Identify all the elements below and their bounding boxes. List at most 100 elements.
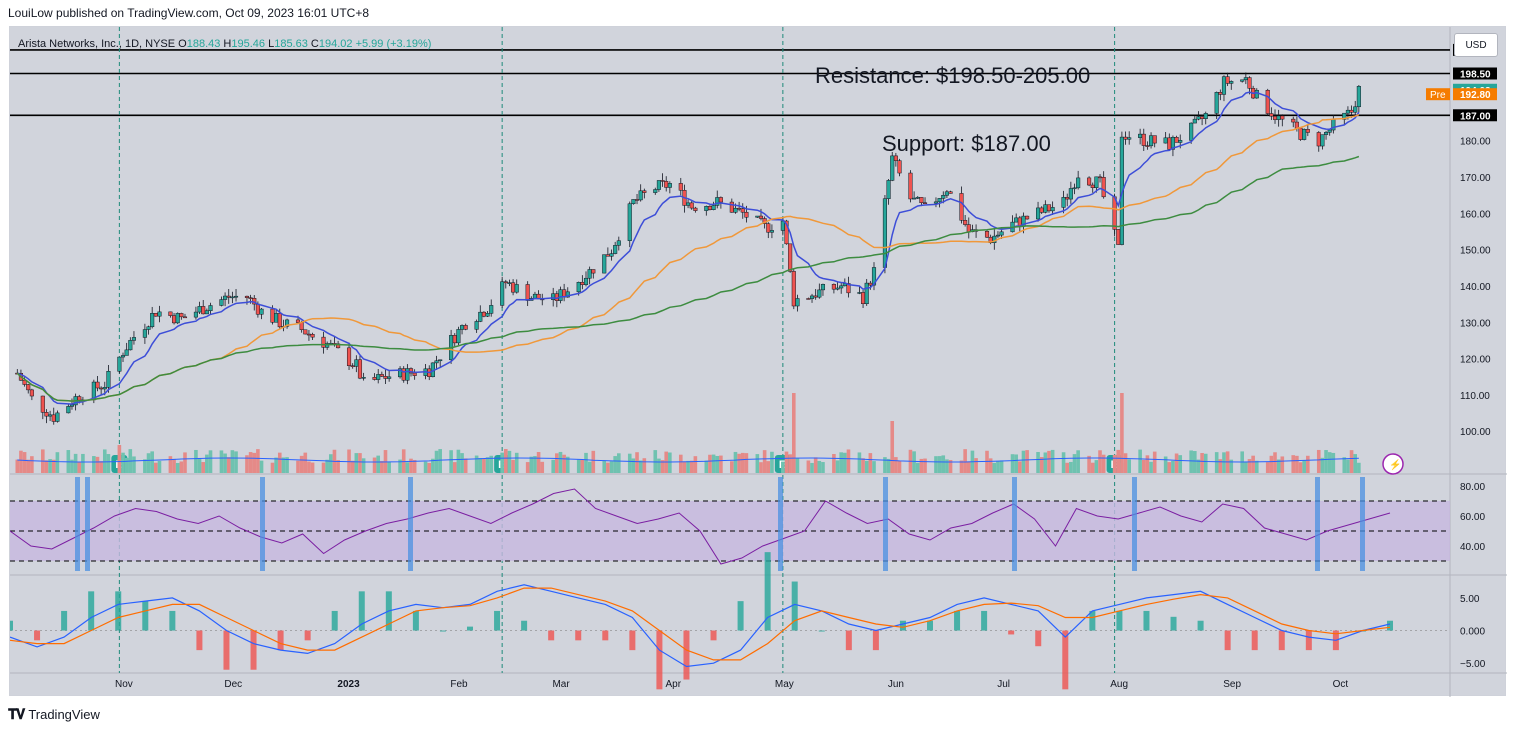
volume-bar — [1145, 455, 1150, 473]
volume-bar — [1112, 454, 1117, 473]
volume-bar — [686, 460, 690, 473]
volume-bar — [194, 449, 198, 473]
candle-body — [886, 180, 891, 199]
macd-histogram-bar — [1170, 616, 1177, 631]
volume-bar — [208, 450, 213, 473]
candle-body — [871, 267, 877, 286]
volume-bar — [92, 456, 96, 473]
volume-bar — [642, 458, 647, 473]
price-tick-label: 170.00 — [1460, 173, 1491, 184]
volume-bar — [15, 459, 20, 473]
candle-body — [1127, 137, 1132, 140]
volume-bar — [1018, 461, 1022, 473]
candle-body — [277, 313, 282, 328]
macd-histogram-bar — [1224, 630, 1231, 651]
candle-body — [937, 198, 942, 203]
chart-canvas[interactable]: 100.00 110.00 120.00 130.00 140.00 150.00 160.… — [10, 27, 1507, 697]
macd-histogram-bar — [1197, 620, 1204, 631]
volume-bar — [941, 455, 946, 473]
candle-body — [1342, 112, 1347, 120]
candle-body — [1076, 177, 1081, 189]
candle-body — [868, 282, 873, 286]
volume-bar — [431, 458, 435, 473]
volume-bar — [740, 452, 745, 473]
candle-body — [613, 245, 618, 254]
currency-button[interactable]: USD — [1454, 33, 1498, 57]
volume-bar — [205, 454, 209, 473]
chart-frame[interactable]: 100.00 110.00 120.00 130.00 140.00 150.00 160.… — [9, 26, 1507, 697]
candle-body — [1356, 86, 1361, 108]
candle-body — [1327, 129, 1332, 133]
candle-body — [532, 293, 538, 299]
lightning-icon-glyph: ⚡ — [1389, 458, 1401, 471]
macd-histogram-bar — [656, 630, 663, 690]
candle-body — [1324, 132, 1329, 135]
candle-body — [1320, 134, 1325, 147]
volume-bar — [795, 458, 800, 473]
volume-bar — [704, 460, 709, 473]
published-line: LouiLow published on TradingView.com, Oc… — [8, 6, 370, 20]
footer-brand[interactable]: TradingView — [28, 707, 100, 722]
candle-body — [208, 305, 213, 311]
candle-body — [769, 230, 774, 233]
candle-body — [197, 306, 202, 313]
rsi-tick-label: 60.00 — [1460, 512, 1485, 523]
volume-bar — [121, 452, 125, 473]
candle-body — [204, 310, 209, 315]
time-tick-label: Oct — [1333, 679, 1349, 690]
volume-bar — [1291, 455, 1296, 473]
macd-histogram-bar — [548, 630, 555, 641]
candle-body — [1123, 136, 1128, 140]
candle-body — [1189, 122, 1194, 141]
volume-bar — [1094, 460, 1099, 473]
volume-bar — [511, 459, 515, 473]
volume-bar — [252, 452, 257, 473]
candle-body — [1170, 136, 1175, 150]
volume-bar — [274, 457, 278, 473]
volume-bar — [996, 460, 1000, 473]
volume-bar — [1276, 459, 1281, 473]
volume-spike-bar — [503, 449, 508, 473]
price-badge — [1453, 88, 1497, 101]
candle-body — [99, 387, 104, 390]
candle-body — [361, 377, 366, 379]
macd-histogram-bar — [169, 610, 176, 631]
volume-bar — [489, 455, 494, 473]
candle-body — [223, 295, 228, 300]
candle-body — [1014, 217, 1019, 223]
macd-histogram-bar — [981, 610, 988, 631]
volume-bar — [1072, 454, 1077, 473]
price-badge — [1453, 109, 1497, 122]
volume-bar — [963, 449, 967, 473]
volume-bar — [1178, 455, 1183, 473]
volume-bar — [48, 459, 52, 473]
volume-bar — [755, 454, 760, 473]
candle-body — [755, 215, 760, 218]
candle-body — [919, 197, 924, 203]
volume-bar — [361, 458, 366, 473]
macd-histogram-bar — [710, 630, 717, 641]
volume-bar — [30, 456, 34, 473]
volume-bar — [587, 461, 592, 473]
candle-body — [357, 359, 363, 379]
candle-body — [1036, 207, 1041, 220]
macd-histogram-bar — [575, 630, 582, 641]
candle-body — [507, 282, 512, 284]
volume-bar — [846, 449, 851, 473]
volume-bar — [303, 452, 308, 473]
volume-bar — [919, 458, 924, 473]
candle-body — [350, 365, 355, 367]
tradingview-logo-icon[interactable]: 𝐓𝐕 — [8, 706, 25, 722]
candle-body — [1265, 89, 1270, 114]
candle-body — [908, 172, 913, 200]
candle-body — [66, 406, 71, 414]
macd-histogram-bar — [818, 630, 825, 632]
candle-body — [587, 269, 592, 279]
volume-bar — [711, 454, 716, 473]
candle-body — [609, 253, 614, 257]
candle-body — [740, 208, 745, 213]
candle-body — [1240, 79, 1245, 82]
candle-body — [1203, 113, 1208, 119]
volume-bar — [894, 457, 898, 473]
candle-body — [255, 303, 260, 315]
